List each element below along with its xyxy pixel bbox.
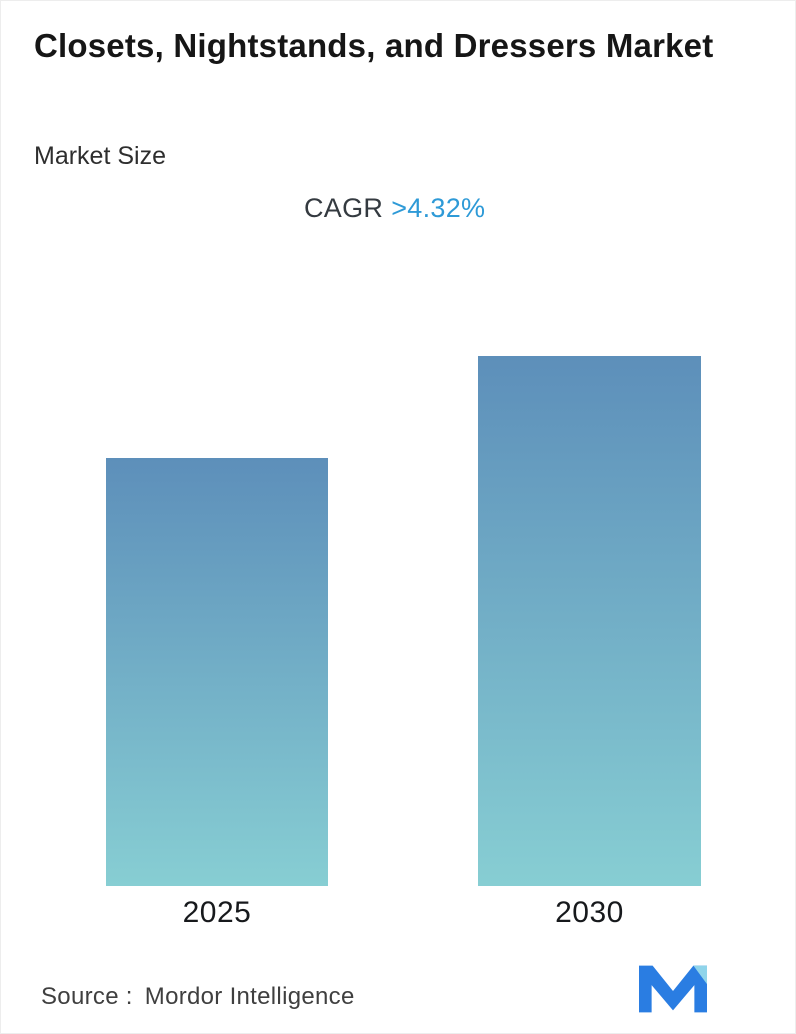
page-title: Closets, Nightstands, and Dressers Marke…: [34, 27, 714, 64]
x-tick-2025: 2025: [182, 896, 252, 929]
subtitle-market-size: Market Size: [34, 142, 166, 170]
bar-2025: [106, 458, 328, 886]
bar-chart: [1, 356, 795, 886]
mordor-intelligence-logo: [639, 965, 707, 1013]
logo-m-shape: [639, 965, 707, 1013]
cagr-value: >4.32%: [391, 193, 486, 223]
cagr-line: CAGR >4.32%: [304, 193, 485, 224]
source-value: Mordor Intelligence: [144, 983, 355, 1010]
logo-accent-triangle: [693, 965, 707, 985]
source-label: Source :: [41, 983, 133, 1010]
source-line: Source : Mordor Intelligence: [41, 983, 355, 1011]
bar-2030: [478, 356, 701, 886]
cagr-label: CAGR: [304, 193, 384, 223]
x-tick-2030: 2030: [555, 896, 624, 929]
